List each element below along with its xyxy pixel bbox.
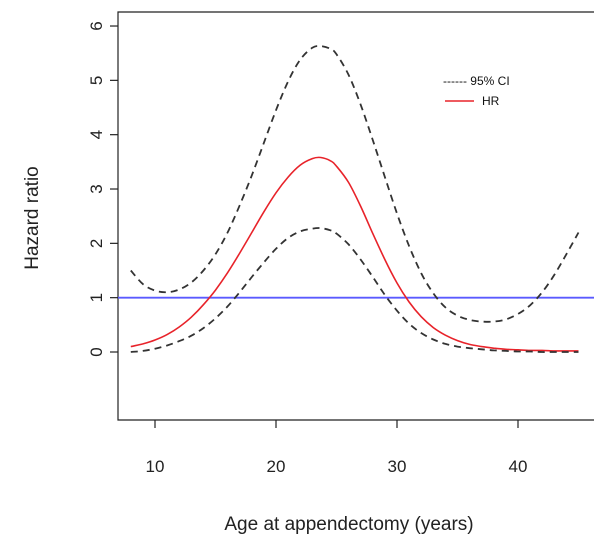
- y-tick-label: 4: [87, 130, 106, 139]
- plot-frame: [117, 11, 594, 421]
- y-tick-label: 3: [87, 184, 106, 193]
- y-tick-label: 0: [87, 347, 106, 356]
- ci-upper-line: [130, 45, 580, 323]
- y-tick-label: 1: [87, 293, 106, 302]
- y-tick-label: 6: [87, 21, 106, 30]
- y-axis-ticks: 0 1 2 3 4 5 6: [87, 21, 118, 357]
- series-group: [130, 45, 580, 353]
- x-tick-label: 10: [146, 457, 165, 476]
- x-axis-ticks: 10 20 30 40: [146, 420, 528, 476]
- x-tick-label: 30: [388, 457, 407, 476]
- y-axis-title: Hazard ratio: [22, 166, 43, 270]
- ci-lower-line: [130, 227, 579, 353]
- legend-label-hr: HR: [482, 94, 500, 108]
- x-tick-label: 20: [267, 457, 286, 476]
- x-axis-title: Age at appendectomy (years): [224, 514, 473, 535]
- y-tick-label: 5: [87, 76, 106, 85]
- y-tick-label: 2: [87, 239, 106, 248]
- legend: ------ 95% CI HR: [443, 74, 510, 108]
- hr-line: [130, 156, 579, 352]
- legend-label-ci: ------ 95% CI: [443, 74, 510, 88]
- x-tick-label: 40: [509, 457, 528, 476]
